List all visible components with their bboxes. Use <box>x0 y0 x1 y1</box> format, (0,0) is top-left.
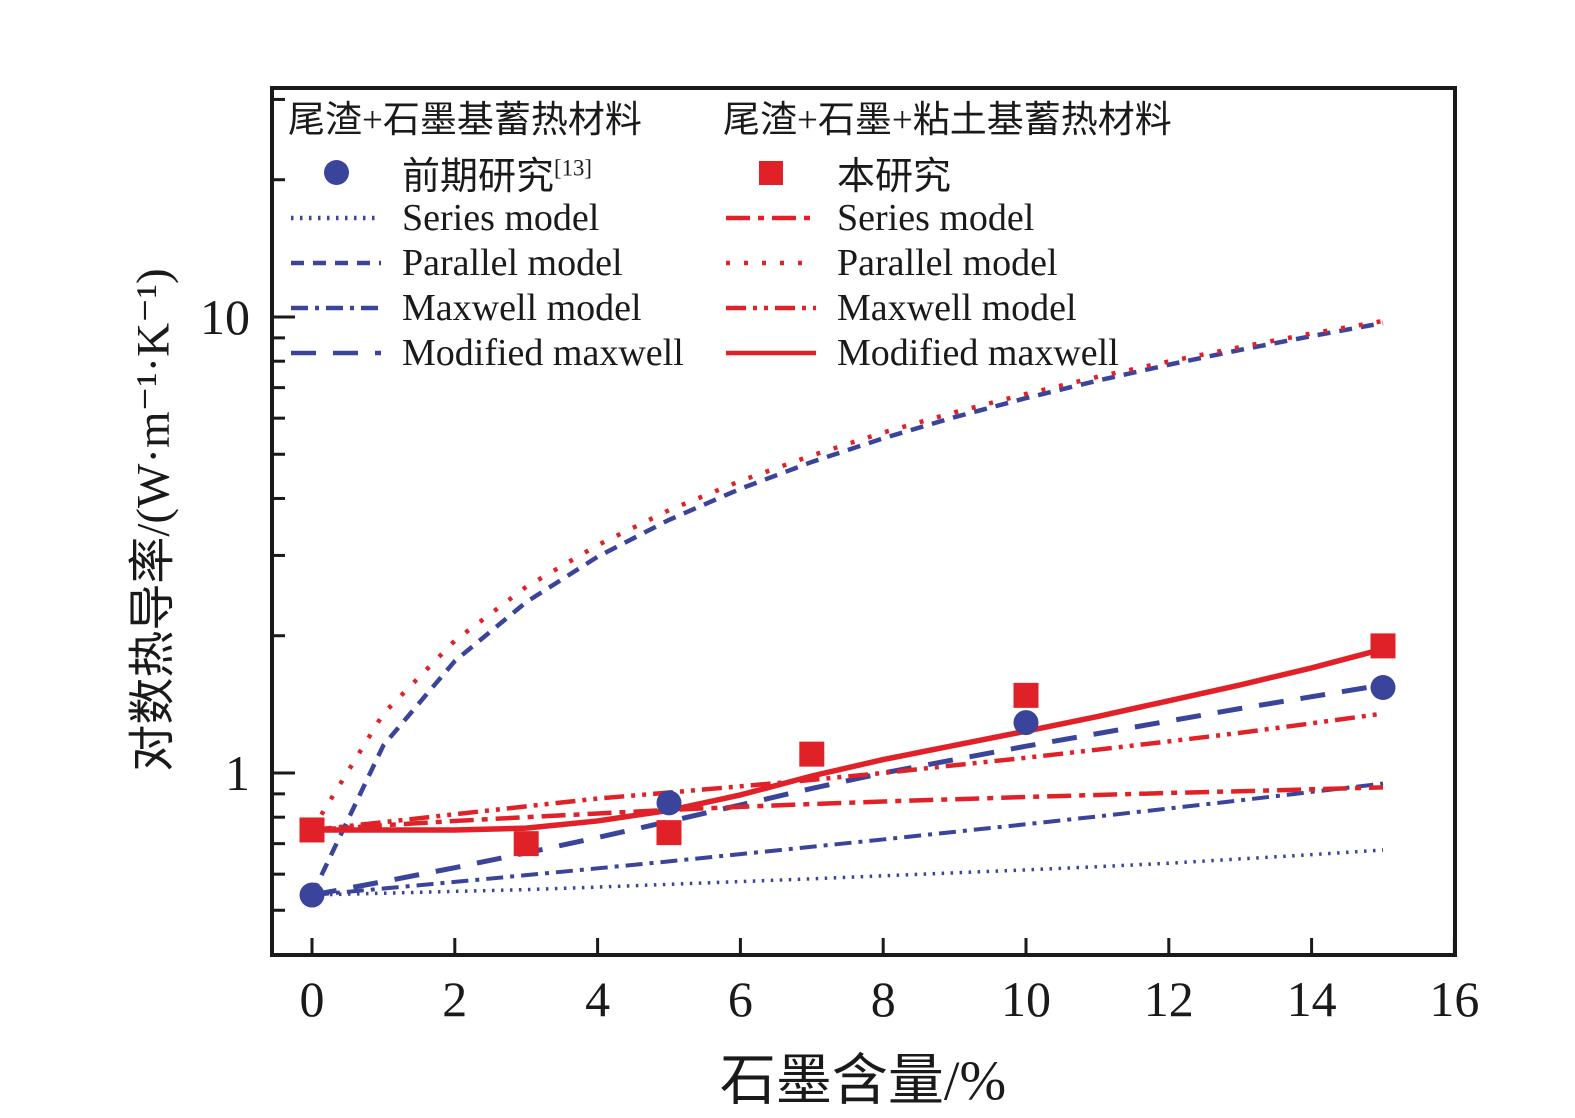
legend-label: Parallel model <box>402 241 623 284</box>
data-point-square <box>1370 633 1396 659</box>
legend-item: 本研究 <box>723 150 1172 198</box>
x-tick-label: 10 <box>1001 971 1051 1027</box>
red-square-marker-icon <box>723 160 819 185</box>
legend-column-1: 尾渣+石墨基蓄热材料 前期研究[13] Series model Paralle… <box>288 100 684 375</box>
legend-item: Maxwell model <box>723 285 1172 330</box>
x-tick-label: 2 <box>442 971 467 1027</box>
curve-red-parallel-model <box>310 318 1384 832</box>
data-point-circle <box>656 790 682 816</box>
y-tick-label: 10 <box>200 289 250 345</box>
legend-label: Series model <box>402 196 600 239</box>
legend-item: 前期研究[13] <box>288 150 684 198</box>
x-tick-label: 6 <box>728 971 753 1027</box>
red-dotted-line-icon <box>723 257 819 269</box>
legend-label: 本研究 <box>837 156 952 198</box>
x-axis-title: 石墨含量/% <box>719 1050 1007 1113</box>
blue-dashed-line-icon <box>288 257 384 269</box>
x-tick-label: 0 <box>300 971 325 1027</box>
plot-frame <box>270 86 1457 957</box>
x-tick-label: 12 <box>1144 971 1194 1027</box>
curve-blue-modified-maxwell <box>311 682 1384 898</box>
legend-item: Parallel model <box>723 240 1172 285</box>
curve-blue-parallel-model <box>309 320 1384 896</box>
blue-dotted-line-icon <box>288 212 384 224</box>
red-dashdotdot-line-icon <box>723 302 819 314</box>
blue-longdash-line-icon <box>288 347 384 359</box>
red-solid-line-icon <box>723 347 819 359</box>
legend-header-1: 尾渣+石墨基蓄热材料 <box>288 100 642 141</box>
model-curves <box>309 318 1384 898</box>
x-tick-label: 14 <box>1287 971 1337 1027</box>
legend-item: Modified maxwell <box>723 330 1172 375</box>
curve-blue-series-model <box>311 848 1384 897</box>
data-points <box>299 633 1396 908</box>
x-tick-label: 8 <box>871 971 896 1027</box>
data-point-square <box>299 817 325 843</box>
data-point-circle <box>1013 710 1039 736</box>
legend-label: 前期研究[13] <box>402 155 592 198</box>
data-point-circle <box>299 882 325 908</box>
legend-label: Parallel model <box>837 241 1058 284</box>
legend-label: Series model <box>837 196 1035 239</box>
curve-red-modified-maxwell <box>312 646 1384 833</box>
curve-blue-maxwell-model <box>311 781 1384 898</box>
legend-item: Modified maxwell <box>288 330 684 375</box>
legend-item: Maxwell model <box>288 285 684 330</box>
legend-label: Modified maxwell <box>837 331 1119 374</box>
data-point-square <box>656 820 682 846</box>
y-axis-ticks: 1 10 <box>200 97 295 912</box>
y-tick-label: 1 <box>225 745 250 801</box>
blue-circle-marker-icon <box>288 160 384 185</box>
legend-label: Modified maxwell <box>402 331 684 374</box>
legend-item: Series model <box>288 195 684 240</box>
legend-label: Maxwell model <box>402 286 642 329</box>
curve-red-series-model <box>311 785 1384 833</box>
legend-item: Series model <box>723 195 1172 240</box>
data-point-square <box>1013 682 1039 708</box>
data-point-square <box>799 741 825 767</box>
x-tick-label: 16 <box>1429 971 1479 1027</box>
data-point-circle <box>1370 674 1396 700</box>
legend-header-2: 尾渣+石墨+粘土基蓄热材料 <box>723 100 1172 141</box>
y-axis-title: 对数热导率/(W·m⁻¹·K⁻¹) <box>127 268 180 772</box>
legend-column-2: 尾渣+石墨+粘土基蓄热材料 本研究 Series model Parallel … <box>723 100 1172 375</box>
blue-dashdot-line-icon <box>288 302 384 314</box>
legend-label: Maxwell model <box>837 286 1077 329</box>
x-axis-ticks: 0 2 4 6 8 10 12 14 16 <box>300 938 1479 1027</box>
red-dashdot-line-icon <box>723 212 819 224</box>
x-tick-label: 4 <box>585 971 610 1027</box>
data-point-square <box>513 831 539 857</box>
legend-item: Parallel model <box>288 240 684 285</box>
curve-red-maxwell-model <box>311 711 1384 833</box>
